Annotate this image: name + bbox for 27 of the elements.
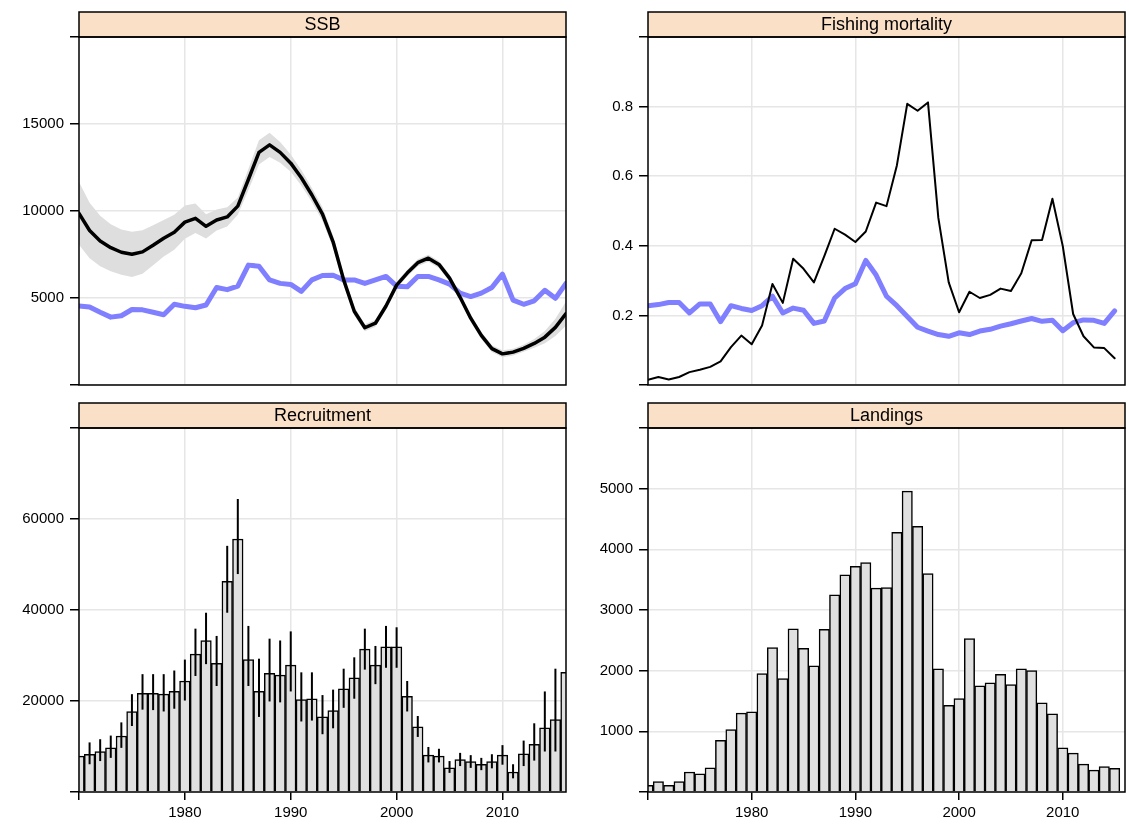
y-tick-label: 4000	[599, 539, 633, 557]
y-tick-label: 20000	[22, 691, 64, 709]
y-tick-label: 3000	[599, 600, 633, 618]
y-tick-label: 0.4	[612, 235, 633, 253]
x-tick-label: 1990	[838, 803, 873, 821]
y-tick-label: 60000	[22, 509, 64, 527]
chart-title: Landings	[849, 405, 924, 426]
chart-title: Recruitment	[273, 405, 372, 426]
x-tick-label: 2000	[379, 803, 414, 821]
y-tick-label: 2000	[599, 660, 633, 678]
x-tick-label: 2000	[942, 803, 976, 821]
y-tick-label: 1000	[599, 721, 633, 739]
x-tick-label: 1990	[274, 803, 308, 821]
y-tick-label: 0.2	[612, 305, 633, 323]
x-tick-label: 1980	[168, 803, 202, 821]
y-tick-label: 40000	[22, 600, 64, 618]
y-tick-label: 5000	[599, 478, 633, 496]
y-tick-label: 5000	[30, 288, 64, 306]
x-tick-label: 2010	[485, 803, 520, 821]
y-tick-label: 0.6	[612, 166, 633, 184]
x-tick-label: 1980	[735, 803, 769, 821]
y-tick-label: 0.8	[612, 96, 633, 114]
y-tick-label: 10000	[22, 201, 64, 219]
chart-title: SSB	[304, 14, 341, 35]
y-tick-label: 15000	[22, 114, 64, 132]
x-tick-label: 2010	[1046, 803, 1080, 821]
chart-title: Fishing mortality	[820, 14, 953, 35]
